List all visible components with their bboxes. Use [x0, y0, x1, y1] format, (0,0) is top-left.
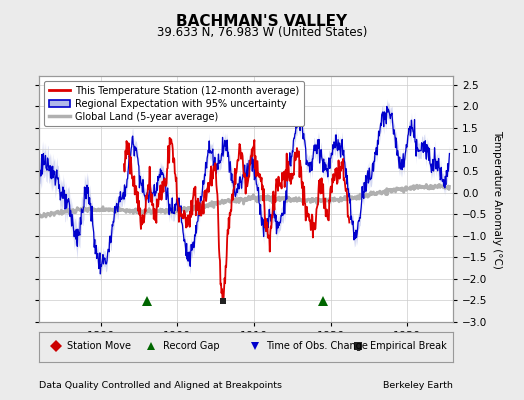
Text: Record Gap: Record Gap — [162, 341, 219, 351]
Text: Station Move: Station Move — [68, 341, 132, 351]
Y-axis label: Temperature Anomaly (°C): Temperature Anomaly (°C) — [492, 130, 502, 268]
Text: Data Quality Controlled and Aligned at Breakpoints: Data Quality Controlled and Aligned at B… — [39, 381, 282, 390]
Text: Time of Obs. Change: Time of Obs. Change — [266, 341, 368, 351]
Legend: This Temperature Station (12-month average), Regional Expectation with 95% uncer: This Temperature Station (12-month avera… — [44, 81, 304, 126]
Text: Empirical Break: Empirical Break — [369, 341, 446, 351]
Text: Berkeley Earth: Berkeley Earth — [384, 381, 453, 390]
Text: 39.633 N, 76.983 W (United States): 39.633 N, 76.983 W (United States) — [157, 26, 367, 39]
Text: BACHMAN'S VALLEY: BACHMAN'S VALLEY — [177, 14, 347, 29]
